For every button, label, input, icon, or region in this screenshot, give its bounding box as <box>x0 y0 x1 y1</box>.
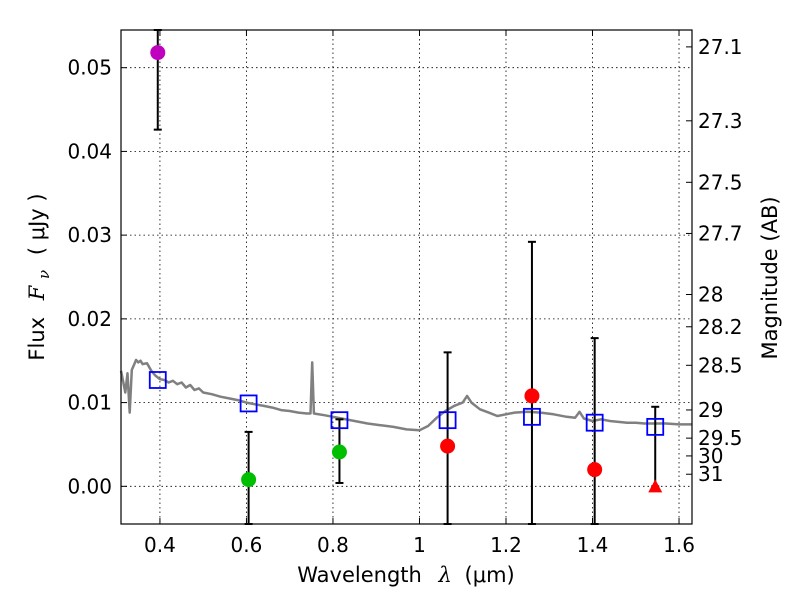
magnitude-tick-label: 28.2 <box>698 315 743 339</box>
x-tick-label: 0.8 <box>317 533 349 557</box>
x-tick-label: 1.6 <box>663 533 695 557</box>
magnitude-tick-label: 30 <box>698 444 723 468</box>
magnitude-tick-label: 29 <box>698 398 723 422</box>
y-tick-label: 0.02 <box>67 307 112 331</box>
magnitude-axis-title: Magnitude (AB) <box>758 196 782 359</box>
magnitude-tick-label: 28 <box>698 282 723 306</box>
model-photometry-point <box>585 413 604 432</box>
x-tick-label: 1.4 <box>577 533 609 557</box>
model-photometry-point <box>239 394 258 413</box>
y-axis-label: Flux <box>25 317 49 361</box>
y-tick-label: 0.03 <box>67 223 112 247</box>
observed-point <box>331 444 347 460</box>
observed-point <box>150 45 166 61</box>
observed-upper-limit <box>648 479 663 493</box>
observed-point <box>440 438 456 454</box>
model-photometry-point <box>148 371 167 389</box>
x-tick-label: 0.4 <box>144 533 176 557</box>
magnitude-tick-label: 31 <box>698 462 723 486</box>
x-tick-label: 0.6 <box>231 533 263 557</box>
y-axis-subscript: ν <box>35 270 53 279</box>
y-tick-label: 0.00 <box>67 474 112 498</box>
y-axis-unit: ( μJy ) <box>25 193 49 255</box>
magnitude-tick-label: 27.5 <box>698 170 743 194</box>
observed-point <box>241 472 257 488</box>
y-axis-title: Flux F ν ( μJy ) <box>25 193 54 360</box>
y-axis-symbol: F <box>25 284 49 301</box>
axis-ticks: 0.4 0.6 0.8 1 1.2 1.4 1.6 0.00 0.01 0.02 0.03 0.04 0… <box>67 30 743 557</box>
model-photometry-point <box>330 411 349 430</box>
y-tick-label: 0.05 <box>67 56 112 80</box>
model-photometry-point <box>438 411 457 430</box>
y-tick-label: 0.01 <box>67 391 112 415</box>
x-axis-symbol: λ <box>438 563 452 587</box>
observed-point <box>587 462 603 478</box>
sed-model-layer <box>119 358 692 432</box>
plot-frame <box>120 29 693 525</box>
magnitude-tick-label: 29.5 <box>698 426 743 450</box>
x-tick-label: 1.2 <box>490 533 522 557</box>
model-photometry-points <box>148 371 665 436</box>
x-axis-label: Wavelength <box>297 563 422 587</box>
magnitude-tick-label: 28.5 <box>698 353 743 377</box>
observed-point <box>524 388 540 404</box>
magnitude-tick-label: 27.1 <box>698 35 743 59</box>
sed-model-line <box>119 358 692 432</box>
y-tick-label: 0.04 <box>67 139 112 163</box>
model-photometry-point <box>523 407 541 426</box>
x-axis-title: Wavelength λ (μm) <box>297 563 514 587</box>
grid <box>121 30 692 524</box>
observed-points <box>150 45 663 493</box>
x-axis-unit: (μm) <box>465 563 515 587</box>
magnitude-tick-label: 27.3 <box>698 109 743 133</box>
magnitude-tick-label: 27.7 <box>698 221 743 245</box>
model-photometry-point <box>646 417 665 436</box>
error-bars <box>153 29 660 525</box>
x-tick-label: 1 <box>413 533 426 557</box>
